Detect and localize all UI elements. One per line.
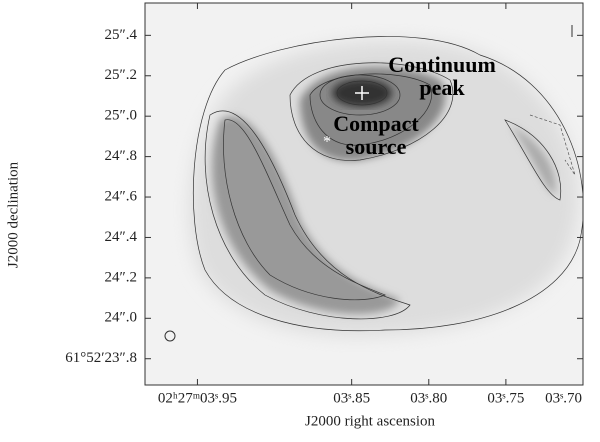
svg-text:*: * [323, 134, 331, 151]
y-tick-label: 25″.0 [105, 108, 138, 124]
y-tick-label: 25″.4 [105, 27, 138, 43]
x-tick-label: 03ˢ.70 [545, 390, 582, 406]
y-tick-label: 24″.4 [105, 229, 138, 245]
image: * [145, 3, 583, 385]
annotation: source [346, 134, 407, 159]
annotation: peak [419, 75, 465, 100]
y-tick-label: 61°52′23″.8 [65, 350, 137, 366]
y-axis-label: J2000 declination [5, 161, 21, 268]
y-tick-label: 24″.0 [105, 310, 138, 326]
annotation: Compact [333, 111, 419, 136]
x-tick-label: 02ʰ27ᵐ03ˢ.95 [158, 390, 237, 406]
annotation: Continuum [388, 52, 496, 77]
x-axis-label: J2000 right ascension [305, 413, 435, 429]
y-tick-label: 24″.2 [105, 269, 138, 285]
x-tick-label: 03ˢ.80 [410, 390, 447, 406]
y-tick-label: 25″.2 [105, 67, 138, 83]
plot-frame [144, 2, 584, 386]
x-tick-label: 03ˢ.75 [487, 390, 524, 406]
y-tick-label: 24″.8 [105, 148, 138, 164]
y-tick-label: 24″.6 [105, 188, 138, 204]
x-tick-label: 03ˢ.85 [333, 390, 370, 406]
